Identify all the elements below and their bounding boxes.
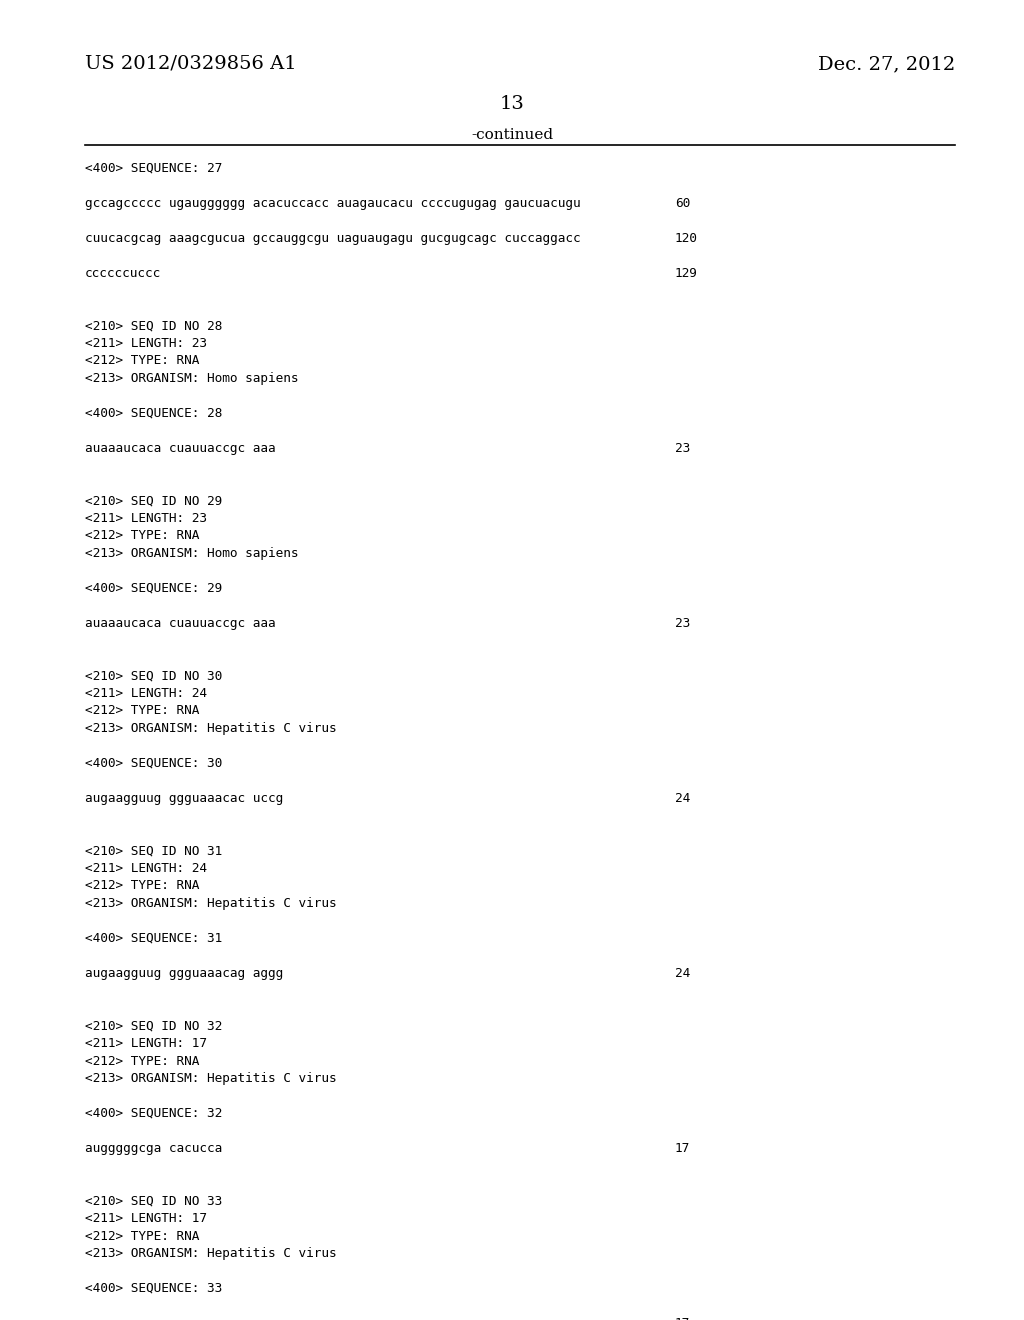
Text: <210> SEQ ID NO 28: <210> SEQ ID NO 28 — [85, 319, 222, 333]
Text: -continued: -continued — [471, 128, 553, 143]
Text: <211> LENGTH: 23: <211> LENGTH: 23 — [85, 512, 207, 525]
Text: <210> SEQ ID NO 33: <210> SEQ ID NO 33 — [85, 1195, 222, 1208]
Text: ccccccuccc: ccccccuccc — [85, 267, 161, 280]
Text: augggggcga cacucca: augggggcga cacucca — [85, 1142, 222, 1155]
Text: <211> LENGTH: 23: <211> LENGTH: 23 — [85, 337, 207, 350]
Text: <213> ORGANISM: Hepatitis C virus: <213> ORGANISM: Hepatitis C virus — [85, 1072, 337, 1085]
Text: <213> ORGANISM: Homo sapiens: <213> ORGANISM: Homo sapiens — [85, 546, 299, 560]
Text: <212> TYPE: RNA: <212> TYPE: RNA — [85, 1229, 200, 1242]
Text: 23: 23 — [675, 616, 690, 630]
Text: <400> SEQUENCE: 33: <400> SEQUENCE: 33 — [85, 1282, 222, 1295]
Text: <210> SEQ ID NO 30: <210> SEQ ID NO 30 — [85, 669, 222, 682]
Text: <212> TYPE: RNA: <212> TYPE: RNA — [85, 1055, 200, 1068]
Text: auaaaucaca cuauuaccgc aaa: auaaaucaca cuauuaccgc aaa — [85, 442, 275, 455]
Text: 129: 129 — [675, 267, 698, 280]
Text: <400> SEQUENCE: 29: <400> SEQUENCE: 29 — [85, 582, 222, 595]
Text: <211> LENGTH: 17: <211> LENGTH: 17 — [85, 1038, 207, 1049]
Text: augaagguug ggguaaacac uccg: augaagguug ggguaaacac uccg — [85, 792, 284, 805]
Text: <211> LENGTH: 24: <211> LENGTH: 24 — [85, 686, 207, 700]
Text: augaagguug ggguaaacag aggg: augaagguug ggguaaacag aggg — [85, 968, 284, 979]
Text: 23: 23 — [675, 442, 690, 455]
Text: <400> SEQUENCE: 27: <400> SEQUENCE: 27 — [85, 162, 222, 176]
Text: <213> ORGANISM: Homo sapiens: <213> ORGANISM: Homo sapiens — [85, 372, 299, 385]
Text: auaaaucaca cuauuaccgc aaa: auaaaucaca cuauuaccgc aaa — [85, 616, 275, 630]
Text: 13: 13 — [500, 95, 524, 114]
Text: augggggcga cagagga: augggggcga cagagga — [85, 1317, 222, 1320]
Text: <213> ORGANISM: Hepatitis C virus: <213> ORGANISM: Hepatitis C virus — [85, 1247, 337, 1261]
Text: <212> TYPE: RNA: <212> TYPE: RNA — [85, 355, 200, 367]
Text: 17: 17 — [675, 1317, 690, 1320]
Text: 24: 24 — [675, 968, 690, 979]
Text: <400> SEQUENCE: 28: <400> SEQUENCE: 28 — [85, 407, 222, 420]
Text: <211> LENGTH: 24: <211> LENGTH: 24 — [85, 862, 207, 875]
Text: <400> SEQUENCE: 30: <400> SEQUENCE: 30 — [85, 756, 222, 770]
Text: <212> TYPE: RNA: <212> TYPE: RNA — [85, 705, 200, 718]
Text: 60: 60 — [675, 197, 690, 210]
Text: <210> SEQ ID NO 31: <210> SEQ ID NO 31 — [85, 845, 222, 858]
Text: <213> ORGANISM: Hepatitis C virus: <213> ORGANISM: Hepatitis C virus — [85, 722, 337, 735]
Text: 17: 17 — [675, 1142, 690, 1155]
Text: <400> SEQUENCE: 31: <400> SEQUENCE: 31 — [85, 932, 222, 945]
Text: cuucacgcag aaagcgucua gccauggcgu uaguaugagu gucgugcagc cuccaggacc: cuucacgcag aaagcgucua gccauggcgu uaguaug… — [85, 232, 581, 246]
Text: <210> SEQ ID NO 32: <210> SEQ ID NO 32 — [85, 1019, 222, 1032]
Text: <400> SEQUENCE: 32: <400> SEQUENCE: 32 — [85, 1107, 222, 1119]
Text: <210> SEQ ID NO 29: <210> SEQ ID NO 29 — [85, 495, 222, 507]
Text: <211> LENGTH: 17: <211> LENGTH: 17 — [85, 1212, 207, 1225]
Text: 24: 24 — [675, 792, 690, 805]
Text: <213> ORGANISM: Hepatitis C virus: <213> ORGANISM: Hepatitis C virus — [85, 898, 337, 909]
Text: gccagccccc ugaugggggg acacuccacc auagaucacu ccccugugag gaucuacugu: gccagccccc ugaugggggg acacuccacc auagauc… — [85, 197, 581, 210]
Text: <212> TYPE: RNA: <212> TYPE: RNA — [85, 879, 200, 892]
Text: <212> TYPE: RNA: <212> TYPE: RNA — [85, 529, 200, 543]
Text: 120: 120 — [675, 232, 698, 246]
Text: US 2012/0329856 A1: US 2012/0329856 A1 — [85, 55, 297, 73]
Text: Dec. 27, 2012: Dec. 27, 2012 — [818, 55, 955, 73]
